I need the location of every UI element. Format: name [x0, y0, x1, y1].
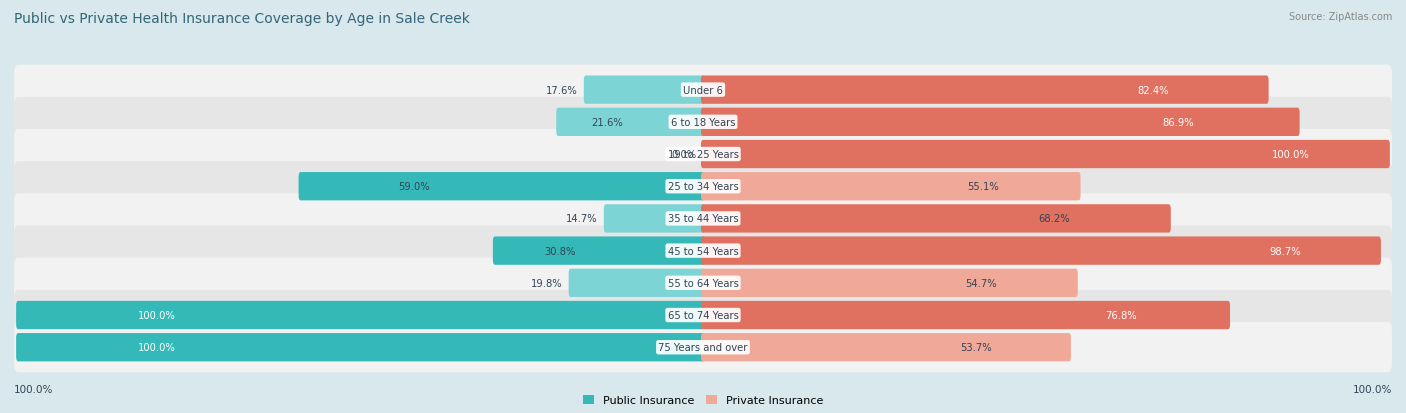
- FancyBboxPatch shape: [603, 205, 704, 233]
- FancyBboxPatch shape: [702, 173, 1081, 201]
- Text: 0.0%: 0.0%: [671, 150, 696, 160]
- Text: 100.0%: 100.0%: [14, 384, 53, 394]
- Text: 45 to 54 Years: 45 to 54 Years: [668, 246, 738, 256]
- Text: 98.7%: 98.7%: [1270, 246, 1302, 256]
- FancyBboxPatch shape: [15, 333, 704, 361]
- FancyBboxPatch shape: [14, 290, 1392, 340]
- FancyBboxPatch shape: [14, 322, 1392, 373]
- Text: Public vs Private Health Insurance Coverage by Age in Sale Creek: Public vs Private Health Insurance Cover…: [14, 12, 470, 26]
- FancyBboxPatch shape: [583, 76, 704, 104]
- Text: 53.7%: 53.7%: [960, 342, 991, 352]
- FancyBboxPatch shape: [14, 162, 1392, 212]
- FancyBboxPatch shape: [702, 108, 1299, 137]
- Text: 75 Years and over: 75 Years and over: [658, 342, 748, 352]
- FancyBboxPatch shape: [702, 140, 1391, 169]
- Text: 6 to 18 Years: 6 to 18 Years: [671, 118, 735, 128]
- Text: 100.0%: 100.0%: [1271, 150, 1309, 160]
- Text: 100.0%: 100.0%: [138, 342, 176, 352]
- FancyBboxPatch shape: [702, 269, 1078, 297]
- FancyBboxPatch shape: [298, 173, 704, 201]
- Legend: Public Insurance, Private Insurance: Public Insurance, Private Insurance: [579, 391, 827, 410]
- FancyBboxPatch shape: [702, 301, 1230, 330]
- FancyBboxPatch shape: [14, 258, 1392, 308]
- FancyBboxPatch shape: [494, 237, 704, 265]
- FancyBboxPatch shape: [14, 65, 1392, 116]
- Text: 25 to 34 Years: 25 to 34 Years: [668, 182, 738, 192]
- Text: 82.4%: 82.4%: [1137, 85, 1168, 95]
- Text: 21.6%: 21.6%: [592, 118, 623, 128]
- Text: 76.8%: 76.8%: [1105, 310, 1137, 320]
- Text: 35 to 44 Years: 35 to 44 Years: [668, 214, 738, 224]
- Text: Under 6: Under 6: [683, 85, 723, 95]
- FancyBboxPatch shape: [568, 269, 704, 297]
- Text: 19 to 25 Years: 19 to 25 Years: [668, 150, 738, 160]
- Text: 100.0%: 100.0%: [1353, 384, 1392, 394]
- Text: 30.8%: 30.8%: [544, 246, 575, 256]
- FancyBboxPatch shape: [15, 301, 704, 330]
- Text: 54.7%: 54.7%: [966, 278, 997, 288]
- FancyBboxPatch shape: [702, 76, 1268, 104]
- FancyBboxPatch shape: [702, 205, 1171, 233]
- FancyBboxPatch shape: [702, 333, 1071, 361]
- FancyBboxPatch shape: [14, 97, 1392, 147]
- FancyBboxPatch shape: [14, 226, 1392, 276]
- FancyBboxPatch shape: [14, 194, 1392, 244]
- Text: 14.7%: 14.7%: [567, 214, 598, 224]
- Text: 55 to 64 Years: 55 to 64 Years: [668, 278, 738, 288]
- FancyBboxPatch shape: [702, 237, 1381, 265]
- Text: 59.0%: 59.0%: [398, 182, 430, 192]
- Text: 68.2%: 68.2%: [1038, 214, 1070, 224]
- Text: 17.6%: 17.6%: [546, 85, 578, 95]
- Text: 55.1%: 55.1%: [967, 182, 1000, 192]
- FancyBboxPatch shape: [557, 108, 704, 137]
- FancyBboxPatch shape: [14, 130, 1392, 180]
- Text: 86.9%: 86.9%: [1163, 118, 1194, 128]
- Text: 100.0%: 100.0%: [138, 310, 176, 320]
- Text: Source: ZipAtlas.com: Source: ZipAtlas.com: [1288, 12, 1392, 22]
- Text: 19.8%: 19.8%: [531, 278, 562, 288]
- Text: 65 to 74 Years: 65 to 74 Years: [668, 310, 738, 320]
